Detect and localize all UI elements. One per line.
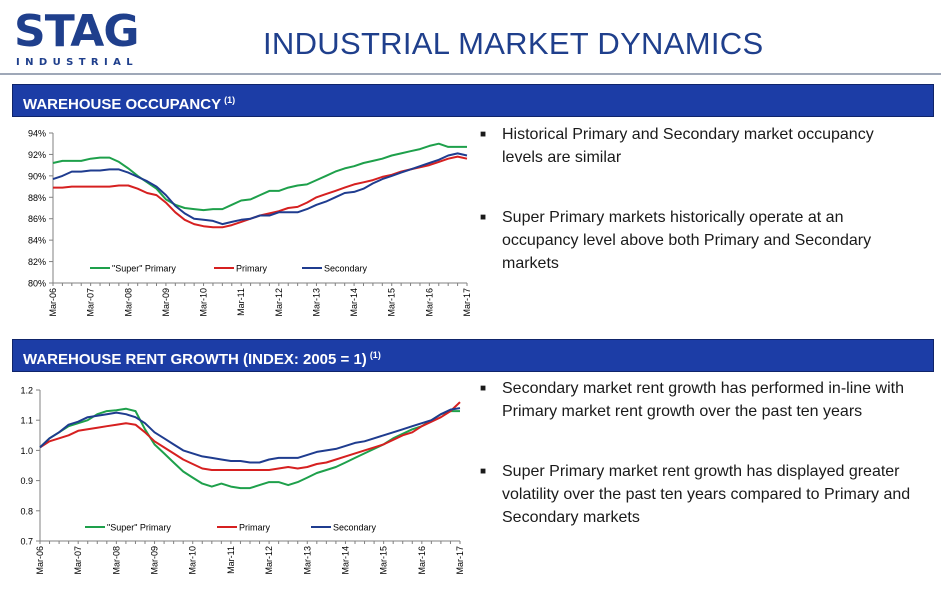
y-tick-label: 94% (28, 129, 46, 139)
section-bar-rent-growth: WAREHOUSE RENT GROWTH (INDEX: 2005 = 1)(… (12, 339, 934, 372)
y-tick-label: 90% (28, 171, 46, 181)
section-heading: WAREHOUSE RENT GROWTH (INDEX: 2005 = 1) (23, 351, 367, 368)
x-tick-label: Mar-10 (188, 546, 198, 575)
y-tick-label: 0.7 (20, 537, 33, 547)
x-tick-label: Mar-17 (462, 288, 472, 317)
x-tick-label: Mar-12 (274, 288, 284, 317)
x-tick-label: Mar-07 (73, 546, 83, 575)
series-line-secondary (39, 407, 461, 464)
y-tick-label: 86% (28, 214, 46, 224)
legend-label: Secondary (333, 523, 377, 533)
legend-label: Primary (236, 264, 267, 274)
y-tick-label: 80% (28, 279, 46, 289)
x-tick-label: Mar-09 (161, 288, 171, 317)
x-tick-label: Mar-08 (111, 546, 121, 575)
rent-growth-bullets: Secondary market rent growth has perform… (480, 377, 925, 529)
y-tick-label: 0.9 (20, 476, 33, 486)
footnote-marker: (1) (369, 350, 381, 360)
x-tick-label: Mar-07 (86, 288, 96, 317)
rent-growth-chart: 0.7 0.8 0.9 1.0 1.1 1.2 Mar-06 Mar-07 Mar-08 Mar-… (20, 386, 465, 575)
series-line-secondary (52, 152, 468, 226)
logo-wordmark: STAG (14, 6, 139, 57)
x-tick-label: Mar-15 (387, 288, 397, 317)
x-tick-label: Mar-06 (48, 288, 58, 317)
legend-label: Primary (239, 523, 270, 533)
series-line-super-primary (52, 142, 467, 212)
x-tick-label: Mar-08 (123, 288, 133, 317)
x-tick-label: Mar-13 (311, 288, 321, 317)
y-tick-label: 88% (28, 193, 46, 203)
y-tick-label: 0.8 (20, 506, 33, 516)
y-tick-label: 1.0 (20, 446, 33, 456)
stag-logo: STAG INDUSTRIAL (14, 10, 156, 70)
x-tick-label: Mar-11 (226, 546, 236, 574)
bullet-item: Super Primary markets historically opera… (480, 206, 910, 275)
x-tick-label: Mar-14 (340, 546, 350, 575)
bullet-item: Historical Primary and Secondary market … (480, 123, 910, 169)
bullet-item: Super Primary market rent growth has dis… (480, 460, 925, 529)
page-title: INDUSTRIAL MARKET DYNAMICS (263, 26, 764, 61)
header-rule (0, 73, 941, 75)
y-tick-label: 1.1 (20, 416, 33, 426)
x-tick-label: Mar-11 (236, 288, 246, 316)
series-line-super-primary (39, 407, 460, 490)
section-bar-occupancy: WAREHOUSE OCCUPANCY (1) (12, 84, 934, 117)
x-tick-label: Mar-17 (455, 546, 465, 575)
series-line-primary (53, 155, 468, 229)
occupancy-chart: 80% 82% 84% 86% 88% 90% 92% 94% Mar-06 Mar-07 Mar-… (28, 129, 472, 317)
x-tick-label: Mar-15 (379, 546, 389, 575)
y-tick-label: 1.2 (20, 386, 33, 396)
x-tick-label: Mar-16 (417, 546, 427, 575)
x-tick-label: Mar-12 (264, 546, 274, 575)
x-tick-label: Mar-06 (35, 546, 45, 575)
x-tick-label: Mar-09 (150, 546, 160, 575)
x-tick-label: Mar-10 (199, 288, 209, 317)
legend-label: "Super" Primary (107, 523, 171, 533)
x-tick-label: Mar-14 (349, 288, 359, 317)
footnote-marker: (1) (224, 95, 236, 105)
occupancy-bullets: Historical Primary and Secondary market … (480, 123, 910, 275)
series-line-primary (39, 401, 461, 471)
legend-label: Secondary (324, 264, 368, 274)
y-tick-label: 82% (28, 257, 46, 267)
section-heading: WAREHOUSE OCCUPANCY (23, 96, 222, 113)
legend-label: "Super" Primary (112, 264, 176, 274)
x-tick-label: Mar-13 (302, 546, 312, 575)
y-tick-label: 84% (28, 236, 46, 246)
x-tick-label: Mar-16 (424, 288, 434, 317)
y-tick-label: 92% (28, 150, 46, 160)
logo-subtitle: INDUSTRIAL (16, 57, 139, 68)
bullet-item: Secondary market rent growth has perform… (480, 377, 925, 423)
